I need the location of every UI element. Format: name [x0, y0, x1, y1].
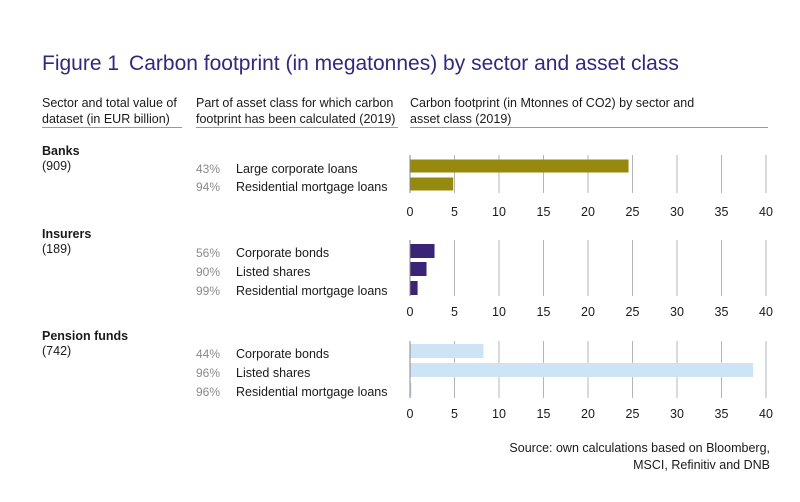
pct-insurers-corporate-bonds: 56%: [196, 246, 221, 260]
label-pension-corporate-bonds: Corporate bonds: [236, 347, 330, 361]
figure-title: Carbon footprint (in megatonnes) by sect…: [129, 52, 679, 75]
pct-pension-listed-shares: 96%: [196, 366, 221, 380]
bar-banks-residential-mortgage-loans: [410, 177, 454, 191]
header-sector-line2: dataset (in EUR billion): [42, 112, 170, 126]
header-rule-1: [42, 127, 182, 128]
tick-label-banks-0: 0: [407, 205, 414, 219]
group-name-insurers: Insurers: [42, 227, 92, 241]
tick-label-banks-35: 35: [715, 205, 729, 219]
pct-insurers-listed-shares: 90%: [196, 265, 221, 279]
header-part-line2: footprint has been calculated (2019): [196, 112, 396, 126]
group-total-insurers: (189): [42, 242, 72, 256]
source-note: Source: own calculations based on Bloomb…: [509, 440, 770, 474]
tick-label-banks-20: 20: [581, 205, 595, 219]
bar-pension-funds-residential-mortgage-loans: [410, 383, 412, 397]
tick-label-insurers-5: 5: [451, 305, 458, 319]
bar-pension-funds-listed-shares: [410, 363, 754, 377]
source-line1: Source: own calculations based on Bloomb…: [509, 441, 770, 455]
label-insurers-listed-shares: Listed shares: [236, 265, 311, 279]
figure-number: Figure 1: [42, 52, 120, 75]
header-rule-2: [196, 127, 398, 128]
tick-label-banks-40: 40: [759, 205, 773, 219]
pct-banks-large-corporate-loans: 43%: [196, 162, 221, 176]
tick-label-banks-5: 5: [451, 205, 458, 219]
group-total-banks: (909): [42, 159, 72, 173]
header-footprint-line1: Carbon footprint (in Mtonnes of CO2) by …: [410, 96, 695, 110]
tick-label-insurers-0: 0: [407, 305, 414, 319]
label-pension-residential-mortgage-loans: Residential mortgage loans: [236, 385, 388, 399]
group-total-pension-funds: (742): [42, 344, 72, 358]
label-banks-large-corporate-loans: Large corporate loans: [236, 162, 358, 176]
chart-title: Figure 1 Carbon footprint (in megatonnes)…: [42, 52, 679, 76]
pct-banks-residential-mortgage-loans: 94%: [196, 180, 221, 194]
tick-label-insurers-30: 30: [670, 305, 684, 319]
header-footprint-line2: asset class (2019): [410, 112, 512, 126]
tick-label-banks-10: 10: [492, 205, 506, 219]
header-rule-3: [410, 127, 768, 128]
tick-label-insurers-40: 40: [759, 305, 773, 319]
tick-label-insurers-25: 25: [626, 305, 640, 319]
tick-label-pension-funds-0: 0: [407, 407, 414, 421]
header-part-line1: Part of asset class for which carbon: [196, 96, 394, 110]
tick-label-banks-25: 25: [626, 205, 640, 219]
pct-pension-corporate-bonds: 44%: [196, 347, 221, 361]
tick-label-pension-funds-5: 5: [451, 407, 458, 421]
tick-label-pension-funds-30: 30: [670, 407, 684, 421]
tick-label-pension-funds-10: 10: [492, 407, 506, 421]
tick-label-banks-30: 30: [670, 205, 684, 219]
tick-label-pension-funds-35: 35: [715, 407, 729, 421]
tick-label-insurers-15: 15: [537, 305, 551, 319]
group-name-pension-funds: Pension funds: [42, 329, 129, 343]
bar-insurers-residential-mortgage-loans: [410, 281, 418, 295]
tick-label-banks-15: 15: [537, 205, 551, 219]
pct-pension-residential-mortgage-loans: 96%: [196, 385, 221, 399]
pct-insurers-residential-mortgage-loans: 99%: [196, 284, 221, 298]
header-sector-line1: Sector and total value of: [42, 96, 177, 110]
header-sector: Sector and total value of dataset (in EU…: [42, 95, 177, 127]
header-footprint: Carbon footprint (in Mtonnes of CO2) by …: [410, 95, 694, 127]
tick-label-pension-funds-40: 40: [759, 407, 773, 421]
tick-label-pension-funds-15: 15: [537, 407, 551, 421]
bar-pension-funds-corporate-bonds: [410, 344, 484, 358]
label-insurers-residential-mortgage-loans: Residential mortgage loans: [236, 284, 388, 298]
bar-banks-large-corporate-loans: [410, 159, 629, 173]
label-banks-residential-mortgage-loans: Residential mortgage loans: [236, 180, 388, 194]
bar-insurers-listed-shares: [410, 262, 427, 276]
tick-label-pension-funds-25: 25: [626, 407, 640, 421]
header-part: Part of asset class for which carbon foo…: [196, 95, 395, 127]
tick-label-insurers-20: 20: [581, 305, 595, 319]
tick-label-pension-funds-20: 20: [581, 407, 595, 421]
label-insurers-corporate-bonds: Corporate bonds: [236, 246, 330, 260]
group-name-banks: Banks: [42, 144, 80, 158]
label-pension-listed-shares: Listed shares: [236, 366, 311, 380]
tick-label-insurers-10: 10: [492, 305, 506, 319]
bar-insurers-corporate-bonds: [410, 244, 435, 258]
source-line2: MSCI, Refinitiv and DNB: [633, 458, 770, 472]
tick-label-insurers-35: 35: [715, 305, 729, 319]
